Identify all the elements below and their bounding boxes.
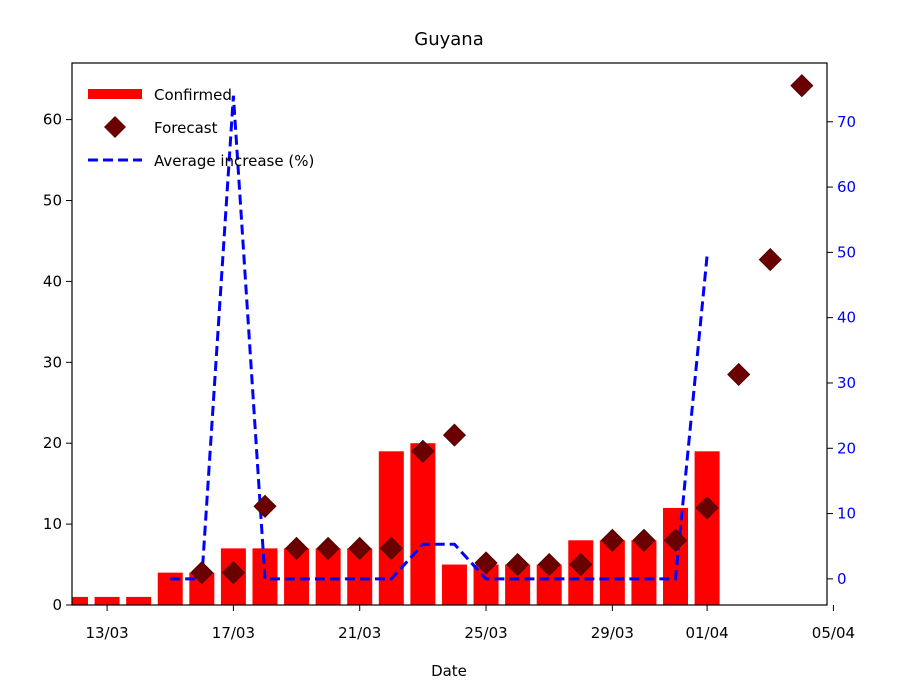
y2-tick-label: 30 bbox=[837, 374, 856, 392]
y-axis-right: 0 10 20 30 40 50 60 70 bbox=[827, 113, 856, 588]
forecast-point bbox=[348, 536, 372, 560]
plot-frame bbox=[71, 62, 828, 606]
y2-tick-label: 60 bbox=[837, 178, 856, 196]
forecast-point bbox=[537, 552, 561, 577]
legend-swatch-forecast bbox=[104, 116, 126, 138]
y2-tick-label: 70 bbox=[837, 113, 856, 131]
x-tick-label: 25/03 bbox=[464, 624, 507, 642]
y-tick-label: 50 bbox=[43, 192, 62, 210]
forecast-point bbox=[632, 528, 656, 552]
forecast-point bbox=[758, 248, 782, 272]
forecast-point bbox=[284, 536, 309, 560]
x-tick-label: 13/03 bbox=[85, 624, 128, 642]
y2-tick-label: 10 bbox=[837, 505, 856, 523]
legend-label: Average increase (%) bbox=[154, 152, 314, 170]
bar-confirmed bbox=[72, 596, 88, 605]
forecast-point bbox=[442, 423, 467, 447]
bar-confirmed bbox=[441, 564, 467, 605]
legend: Confirmed Forecast Average increase (%) bbox=[88, 86, 314, 170]
y-tick-label: 20 bbox=[43, 434, 62, 452]
x-tick-label: 29/03 bbox=[591, 624, 634, 642]
bar-confirmed bbox=[126, 596, 152, 605]
x-tick-label: 05/04 bbox=[812, 624, 855, 642]
forecast-point bbox=[379, 536, 403, 560]
y-tick-label: 40 bbox=[43, 272, 62, 290]
forecast-point bbox=[474, 551, 498, 575]
forecast-point bbox=[190, 561, 214, 585]
bar-confirmed bbox=[378, 451, 404, 605]
forecast-point bbox=[411, 439, 435, 463]
legend-label: Confirmed bbox=[154, 86, 232, 104]
y-tick-label: 30 bbox=[43, 353, 62, 371]
bar-confirmed bbox=[694, 451, 720, 605]
y2-tick-label: 20 bbox=[837, 439, 856, 457]
line-average-increase bbox=[170, 95, 709, 581]
y2-tick-label: 0 bbox=[837, 570, 847, 588]
legend-swatch-confirmed bbox=[88, 89, 142, 99]
y-tick-label: 10 bbox=[43, 515, 62, 533]
forecast-point bbox=[727, 362, 751, 387]
chart-title: Guyana bbox=[414, 29, 483, 50]
y2-tick-label: 40 bbox=[837, 309, 856, 327]
x-tick-label: 17/03 bbox=[212, 624, 255, 642]
forecast-point bbox=[663, 528, 688, 552]
forecast-point bbox=[253, 494, 277, 518]
legend-label: Forecast bbox=[154, 119, 218, 137]
y2-tick-label: 50 bbox=[837, 243, 856, 261]
x-axis: 13/03 17/03 21/03 25/03 29/03 01/04 05/04 bbox=[85, 605, 855, 642]
plot-area bbox=[72, 74, 814, 605]
forecast-point bbox=[695, 496, 719, 520]
forecast-point bbox=[569, 552, 593, 577]
forecast-point bbox=[600, 528, 624, 552]
y-axis-left: 0 10 20 30 40 50 60 bbox=[43, 111, 72, 614]
forecast-point bbox=[316, 536, 340, 560]
x-tick-label: 21/03 bbox=[338, 624, 381, 642]
forecast-point bbox=[221, 561, 245, 585]
bar-confirmed bbox=[663, 507, 689, 605]
forecast-point bbox=[506, 552, 530, 577]
forecast-point bbox=[790, 74, 814, 98]
x-tick-label: 01/04 bbox=[685, 624, 728, 642]
x-axis-label: Date bbox=[431, 662, 467, 680]
y-tick-label: 60 bbox=[43, 111, 62, 129]
bar-confirmed bbox=[410, 443, 436, 605]
bar-confirmed bbox=[94, 596, 120, 605]
y-tick-label: 0 bbox=[52, 596, 62, 614]
